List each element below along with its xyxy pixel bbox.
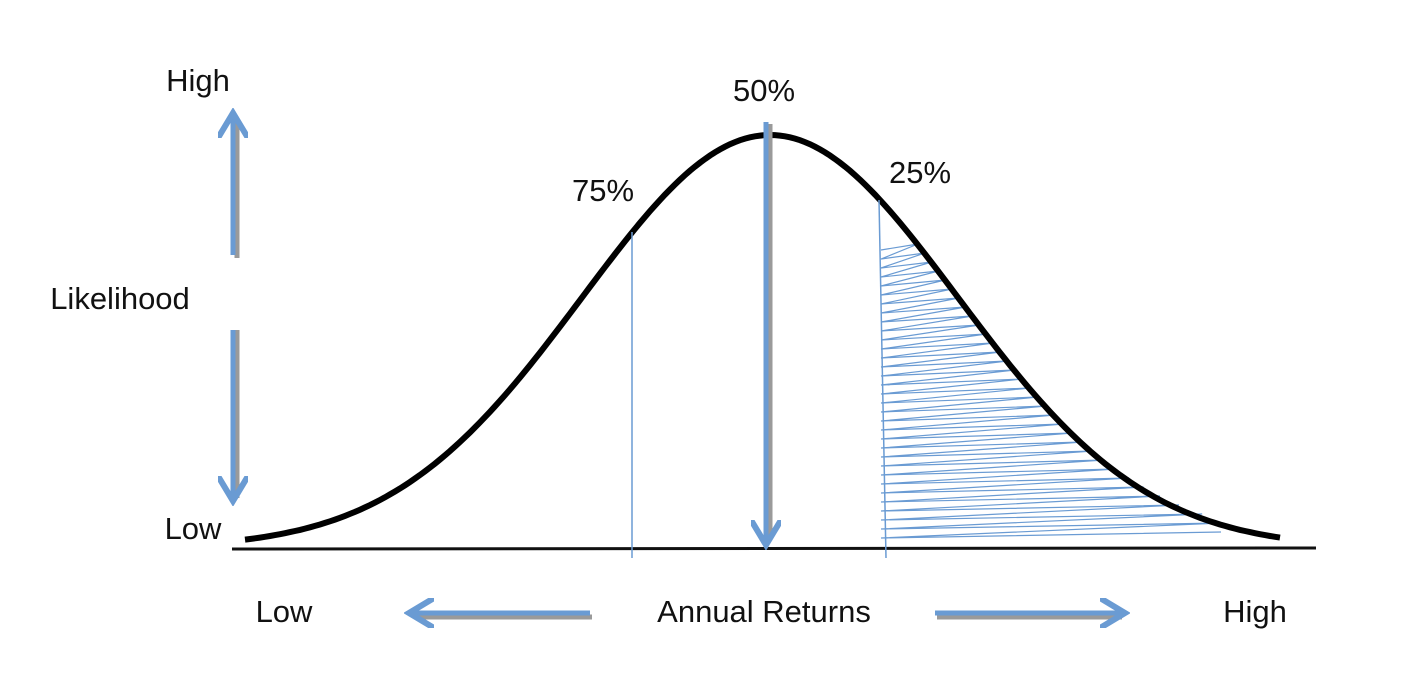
bell-curve [244, 131, 1281, 543]
y-axis-label: Likelihood [50, 281, 190, 316]
x-low-label: Low [256, 594, 313, 629]
arrows [233, 118, 1122, 617]
shaded-tail [880, 243, 1222, 539]
x-axis-label: Annual Returns [657, 594, 871, 629]
percentile-line [878, 199, 887, 559]
y-high-label: High [166, 63, 230, 98]
percentile-label: 50% [733, 73, 795, 108]
y-low-label: Low [165, 511, 222, 546]
percentile-label: 25% [889, 155, 951, 190]
percentile-label: 75% [572, 173, 634, 208]
x-high-label: High [1223, 594, 1287, 629]
baseline [231, 546, 1317, 551]
hatch-scribble [880, 243, 1222, 539]
